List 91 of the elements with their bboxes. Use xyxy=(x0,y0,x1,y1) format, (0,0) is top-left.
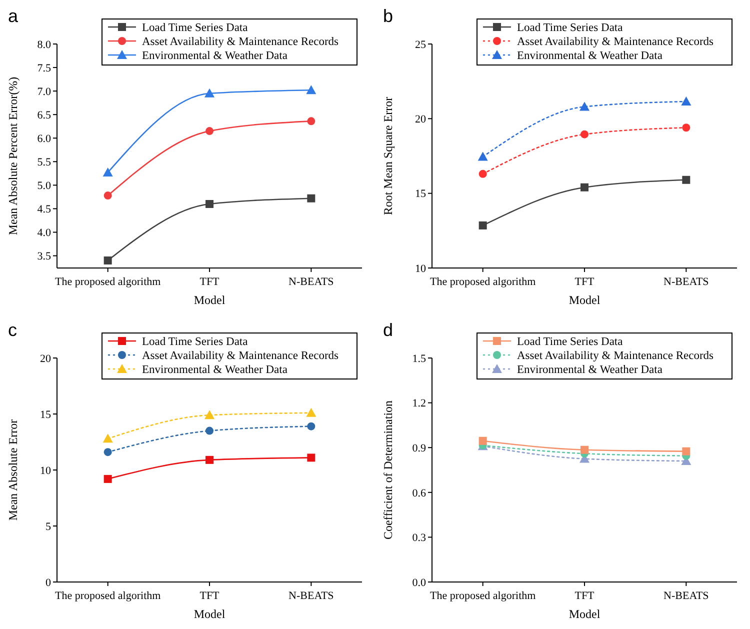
x-tick-label: TFT xyxy=(200,590,220,602)
x-tick-label: The proposed algorithm xyxy=(430,590,536,602)
point xyxy=(206,200,214,208)
point xyxy=(307,117,316,126)
y-tick-label: 0.9 xyxy=(412,442,426,454)
y-tick-label: 10 xyxy=(415,262,426,275)
y-tick-label: 5 xyxy=(46,520,52,533)
y-tick-label: 4.5 xyxy=(37,204,52,216)
x-tick-label: The proposed algorithm xyxy=(54,276,162,288)
x-axis-title: Model xyxy=(194,293,226,307)
y-tick-label: 1.5 xyxy=(412,352,426,365)
legend-label: Load Time Series Data xyxy=(517,22,623,34)
y-tick-label: 6.0 xyxy=(37,132,52,145)
point xyxy=(306,85,316,94)
point xyxy=(580,446,588,454)
y-axis-title: Coefficient of Determination xyxy=(381,400,395,540)
y-tick-label: 15 xyxy=(415,188,426,200)
legend-label: Asset Availability & Maintenance Records xyxy=(142,36,340,48)
point xyxy=(580,183,588,192)
y-tick-label: 5.5 xyxy=(37,156,52,168)
x-tick-label: The proposed algorithm xyxy=(430,276,536,288)
y-tick-label: 5.0 xyxy=(37,180,52,192)
y-tick-label: 20 xyxy=(40,352,52,365)
y-tick-label: 15 xyxy=(40,408,52,421)
y-tick-label: 6.5 xyxy=(37,109,52,122)
y-tick-label: 4.0 xyxy=(37,227,52,240)
x-tick-label: TFT xyxy=(574,590,595,602)
point xyxy=(478,436,487,445)
legend-label: Environmental & Weather Data xyxy=(142,364,288,376)
point xyxy=(104,474,112,483)
x-axis-title: Model xyxy=(568,607,601,621)
chart-title: d xyxy=(383,320,394,340)
legend-label: Load Time Series Data xyxy=(142,336,248,348)
y-axis-title: Mean Absolute Error xyxy=(6,419,20,521)
chart-title: a xyxy=(8,6,19,26)
x-tick-label: N-BEATS xyxy=(664,590,709,602)
x-tick-label: N-BEATS xyxy=(288,276,334,288)
chart-title: b xyxy=(383,6,394,26)
y-tick-label: 8.0 xyxy=(37,38,52,51)
legend-label: Load Time Series Data xyxy=(142,22,248,34)
point xyxy=(307,422,316,430)
point xyxy=(102,434,113,443)
point xyxy=(104,192,112,200)
x-tick-label: The proposed algorithm xyxy=(54,590,162,602)
point xyxy=(682,447,690,456)
point xyxy=(580,102,590,111)
y-tick-label: 0.6 xyxy=(412,487,426,500)
legend-label: Asset Availability & Maintenance Records xyxy=(517,36,714,48)
y-tick-label: 7.0 xyxy=(37,86,52,98)
y-tick-label: 1.2 xyxy=(412,398,426,410)
point xyxy=(206,456,214,464)
point xyxy=(307,454,316,462)
y-axis-title: Root Mean Square Error xyxy=(381,96,395,216)
y-tick-label: 25 xyxy=(415,38,426,51)
y-tick-label: 0 xyxy=(46,576,52,589)
point xyxy=(306,408,316,417)
legend-label: Environmental & Weather Data xyxy=(517,364,662,376)
point xyxy=(478,170,487,178)
y-tick-label: 3.5 xyxy=(37,250,52,263)
x-axis-title: Model xyxy=(194,607,226,621)
y-tick-label: 0.0 xyxy=(412,576,426,589)
legend-label: Environmental & Weather Data xyxy=(142,50,288,62)
legend-label: Environmental & Weather Data xyxy=(517,50,662,62)
point xyxy=(682,176,690,184)
legend-label: Asset Availability & Maintenance Records xyxy=(517,350,714,362)
y-tick-label: 10 xyxy=(40,464,52,477)
point xyxy=(478,152,488,161)
point xyxy=(307,194,316,202)
point xyxy=(104,256,112,264)
x-tick-label: TFT xyxy=(574,276,595,288)
y-axis-title: Mean Absolute Percent Error(%) xyxy=(6,76,20,236)
legend-label: Load Time Series Data xyxy=(517,336,623,348)
x-axis-title: Model xyxy=(568,293,601,307)
y-tick-label: 20 xyxy=(415,114,426,126)
chart-title: c xyxy=(8,320,17,340)
point xyxy=(206,127,214,136)
x-tick-label: N-BEATS xyxy=(664,276,709,288)
point xyxy=(204,88,214,98)
point xyxy=(206,426,214,435)
point xyxy=(478,221,487,230)
y-tick-label: 0.3 xyxy=(412,532,426,544)
point xyxy=(682,124,690,132)
point xyxy=(204,410,214,420)
point xyxy=(102,167,113,176)
point xyxy=(681,96,692,106)
legend-label: Asset Availability & Maintenance Records xyxy=(142,350,340,362)
y-tick-label: 7.5 xyxy=(37,62,52,74)
point xyxy=(104,448,112,456)
x-tick-label: N-BEATS xyxy=(288,590,334,602)
point xyxy=(580,130,588,138)
x-tick-label: TFT xyxy=(200,276,220,288)
